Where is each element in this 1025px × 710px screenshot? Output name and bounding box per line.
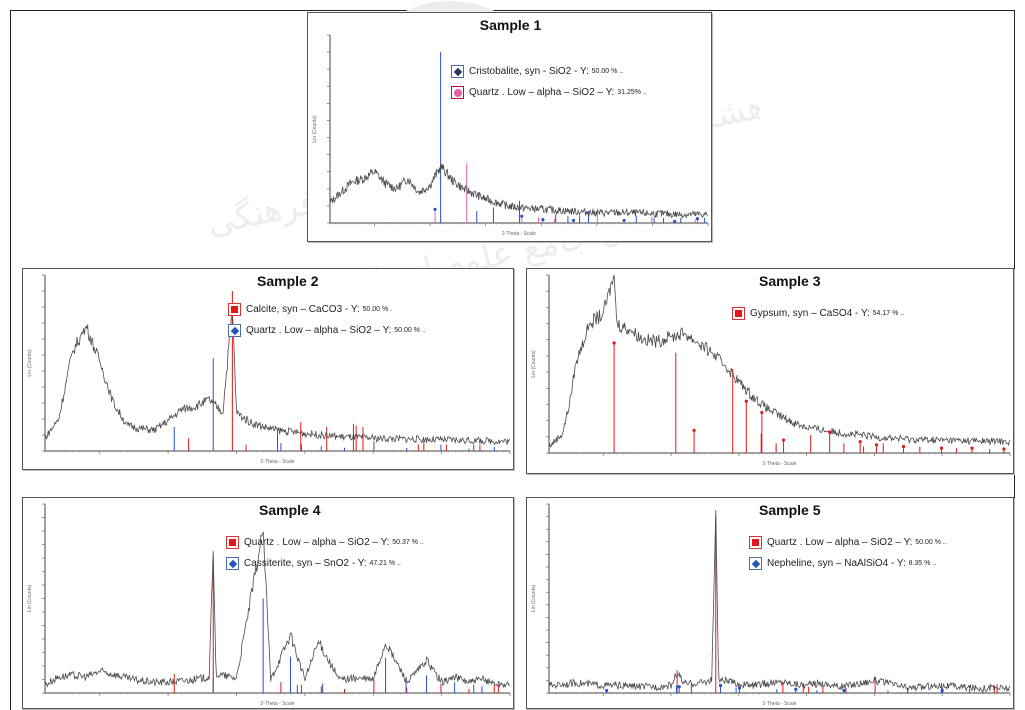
red-square-marker-icon	[732, 307, 745, 320]
peak-marker	[874, 443, 879, 447]
x-axis-label: 2-Theta - Scale	[762, 461, 796, 467]
legend-entry: Cassiterite, syn – SnO2 - Y: 47.21 % ..	[226, 553, 424, 574]
y-axis-label: Lin (Counts)	[27, 349, 33, 377]
measured-trace	[548, 510, 1010, 693]
y-axis-label: Lin (Counts)	[531, 350, 537, 378]
legend-value: 47.21 % ..	[369, 560, 401, 567]
sample-3-panel: Lin (Counts) 2-Theta - Scale Sample 3 Gyp…	[526, 268, 1014, 474]
legend-entry: Nepheline, syn – NaAlSiO4 - Y: 8.35 % ..	[749, 553, 947, 574]
legend-entry: Quartz . Low – alpha – SiO2 – Y: 50.37 %…	[226, 532, 424, 553]
legend-label: Calcite, syn – CaCO3 - Y:	[246, 304, 363, 315]
x-axis-label: 2-Theta - Scale	[260, 459, 294, 465]
legend-value: 50.37 % ..	[392, 539, 424, 546]
peak-marker	[781, 438, 786, 442]
legend-entry: Quartz . Low – alpha – SiO2 – Y: 50.00 %…	[228, 320, 426, 341]
pink-circle-marker-icon	[451, 86, 464, 99]
legend-label: Nepheline, syn – NaAlSiO4 - Y:	[767, 558, 909, 569]
sample-3-title: Sample 3	[759, 273, 821, 289]
peak-marker	[901, 444, 906, 449]
legend-entry: Quartz . Low – alpha – SiO2 – Y: 31.25% …	[451, 82, 647, 103]
peak-marker	[1002, 447, 1006, 451]
peak-marker	[520, 214, 524, 218]
sample-2-panel: Lin (Counts) 2-Theta - Scale Sample 2 Cal…	[22, 268, 514, 470]
sample-4-legend: Quartz . Low – alpha – SiO2 – Y: 50.37 %…	[226, 532, 424, 574]
peak-marker	[828, 430, 832, 434]
sample-4-plot: Lin (Counts)2-Theta - Scale	[27, 503, 511, 707]
peak-marker	[718, 683, 723, 688]
peak-marker	[842, 688, 846, 693]
blue-diamond-marker-icon	[228, 324, 241, 337]
dark-diamond-marker-icon	[451, 65, 464, 78]
sample-2-legend: Calcite, syn – CaCO3 - Y: 50.00 % . Quart…	[228, 299, 426, 341]
legend-entry: Gypsum, syn – CaSO4 - Y: 54.17 % ..	[732, 303, 904, 324]
measured-trace	[44, 531, 510, 688]
peak-marker	[541, 217, 545, 222]
sample-1-legend: Cristobalite, syn - SiO2 - Y: 50.00 % ..…	[451, 61, 647, 103]
measured-trace	[44, 309, 510, 446]
x-axis-label: 2-Theta - Scale	[502, 231, 536, 237]
peak-marker	[622, 218, 626, 223]
sample-5-panel: Lin (Counts) 2-Theta - Scale Sample 5 Qua…	[526, 497, 1014, 709]
legend-value: 50.00 % ..	[591, 68, 624, 75]
sample-2-plot: Lin (Counts) 2-Theta - Scale	[27, 274, 511, 465]
peak-marker	[760, 410, 764, 415]
sample-3-plot: Lin (Counts) 2-Theta - Scale	[531, 274, 1011, 467]
legend-value: 50.00 % ..	[915, 539, 947, 546]
legend-label: Quartz . Low – alpha – SiO2 – Y:	[469, 87, 618, 98]
blue-diamond-marker-icon	[749, 557, 762, 570]
legend-label: Quartz . Low – alpha – SiO2 – Y:	[767, 537, 916, 548]
y-axis-label: Lin (Counts)	[312, 115, 318, 143]
sample-5-title: Sample 5	[759, 502, 821, 518]
legend-value: 31.25% ..	[617, 89, 647, 96]
peak-marker	[433, 207, 437, 211]
legend-entry: Calcite, syn – CaCO3 - Y: 50.00 % .	[228, 299, 426, 320]
peak-marker	[571, 218, 576, 223]
legend-value: 8.35 % ..	[908, 560, 937, 567]
peak-marker	[737, 686, 742, 690]
sample-1-panel: Lin (Counts) 2-Theta - Scale Sample 1 Cri…	[307, 12, 712, 242]
sample-3-legend: Gypsum, syn – CaSO4 - Y: 54.17 % ..	[732, 303, 904, 324]
sample-4-panel: Lin (Counts) 2-Theta - Scale Sample 4 Qua…	[22, 497, 514, 709]
sample-2-title: Sample 2	[257, 273, 319, 289]
sample-4-title: Sample 4	[259, 502, 321, 518]
blue-diamond-marker-icon	[226, 557, 239, 570]
legend-value: 54.17 % ..	[872, 310, 905, 317]
red-square-marker-icon	[749, 536, 762, 549]
red-square-marker-icon	[228, 303, 241, 316]
legend-label: Quartz . Low – alpha – SiO2 – Y:	[244, 537, 393, 548]
red-square-marker-icon	[226, 536, 239, 549]
peak-marker	[794, 687, 798, 691]
sample-1-plot: Lin (Counts) 2-Theta - Scale	[312, 34, 709, 237]
peak-marker	[939, 446, 944, 450]
peak-marker	[692, 428, 696, 432]
legend-value: 50.00 % .	[362, 306, 393, 313]
legend-entry: Cristobalite, syn - SiO2 - Y: 50.00 % ..	[451, 61, 647, 82]
legend-entry: Quartz . Low – alpha – SiO2 – Y: 50.00 %…	[749, 532, 947, 553]
peak-marker	[744, 399, 748, 403]
legend-label: Quartz . Low – alpha – SiO2 – Y:	[246, 325, 395, 336]
peak-marker	[605, 688, 609, 693]
peak-marker	[858, 440, 862, 444]
measured-trace	[329, 163, 708, 219]
sample-5-plot: Lin (Counts)2-Theta - Scale	[531, 503, 1011, 707]
y-axis-label: Lin (Counts)	[531, 585, 537, 613]
legend-label: Cristobalite, syn - SiO2 - Y:	[469, 66, 592, 77]
y-axis-label: Lin (Counts)	[27, 585, 33, 613]
peak-marker	[695, 217, 700, 221]
measured-trace	[548, 274, 1010, 448]
peak-marker	[612, 341, 616, 345]
peak-marker	[940, 688, 944, 693]
legend-value: 50.00 % ..	[394, 327, 426, 334]
peak-marker	[970, 446, 974, 450]
peak-marker	[673, 219, 677, 223]
peak-marker	[677, 685, 681, 689]
sample-5-legend: Quartz . Low – alpha – SiO2 – Y: 50.00 %…	[749, 532, 947, 574]
legend-label: Gypsum, syn – CaSO4 - Y:	[750, 308, 873, 319]
sample-1-title: Sample 1	[479, 17, 542, 33]
legend-label: Cassiterite, syn – SnO2 - Y:	[244, 558, 370, 569]
